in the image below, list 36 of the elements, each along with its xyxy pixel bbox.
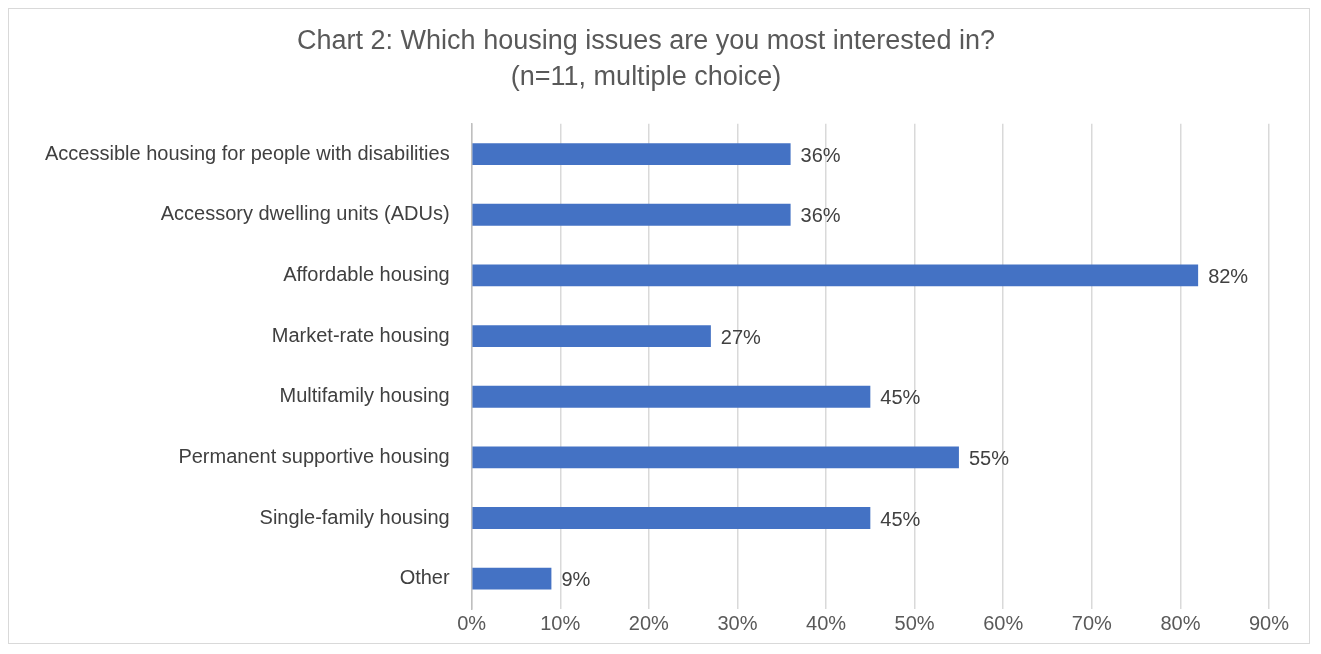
data-label: 27% bbox=[720, 325, 762, 348]
x-tick-label: 40% bbox=[806, 611, 847, 634]
x-tick-label: 90% bbox=[1248, 611, 1290, 634]
x-tick-label: 70% bbox=[1071, 611, 1113, 634]
x-tick-label: 80% bbox=[1160, 611, 1201, 634]
data-label: 45% bbox=[880, 507, 921, 530]
bar bbox=[472, 385, 871, 408]
chart-title: Chart 2: Which housing issues are you most interested in? bbox=[297, 24, 995, 55]
data-label: 82% bbox=[1208, 264, 1249, 287]
y-tick-label: Other bbox=[399, 566, 450, 589]
bar bbox=[472, 143, 791, 166]
bar bbox=[472, 325, 711, 347]
y-tick-label: Accessory dwelling units (ADUs) bbox=[160, 202, 450, 225]
x-tick-label: 50% bbox=[894, 611, 935, 634]
x-tick-label: 30% bbox=[717, 611, 758, 634]
bar bbox=[472, 203, 791, 226]
x-tick-label: 10% bbox=[540, 611, 581, 634]
y-tick-label: Market-rate housing bbox=[271, 323, 450, 346]
chart-subtitle: (n=11, multiple choice) bbox=[510, 61, 782, 92]
data-label: 9% bbox=[561, 568, 591, 591]
y-tick-label: Accessible housing for people with disabilities bbox=[45, 141, 450, 164]
data-label: 45% bbox=[880, 386, 921, 409]
x-tick-label: 20% bbox=[628, 611, 670, 634]
data-label: 55% bbox=[968, 446, 1010, 469]
bar bbox=[472, 446, 959, 469]
bar bbox=[472, 264, 1199, 287]
y-tick-label: Permanent supportive housing bbox=[178, 444, 450, 467]
x-tick-label: 60% bbox=[983, 611, 1024, 634]
data-label: 36% bbox=[800, 204, 841, 227]
bar bbox=[472, 567, 552, 590]
y-tick-label: Multifamily housing bbox=[279, 384, 450, 407]
bar bbox=[472, 507, 871, 529]
data-label: 36% bbox=[800, 143, 841, 166]
y-tick-label: Affordable housing bbox=[283, 262, 450, 285]
x-tick-label: 0% bbox=[457, 611, 487, 634]
y-tick-label: Single-family housing bbox=[259, 505, 450, 528]
